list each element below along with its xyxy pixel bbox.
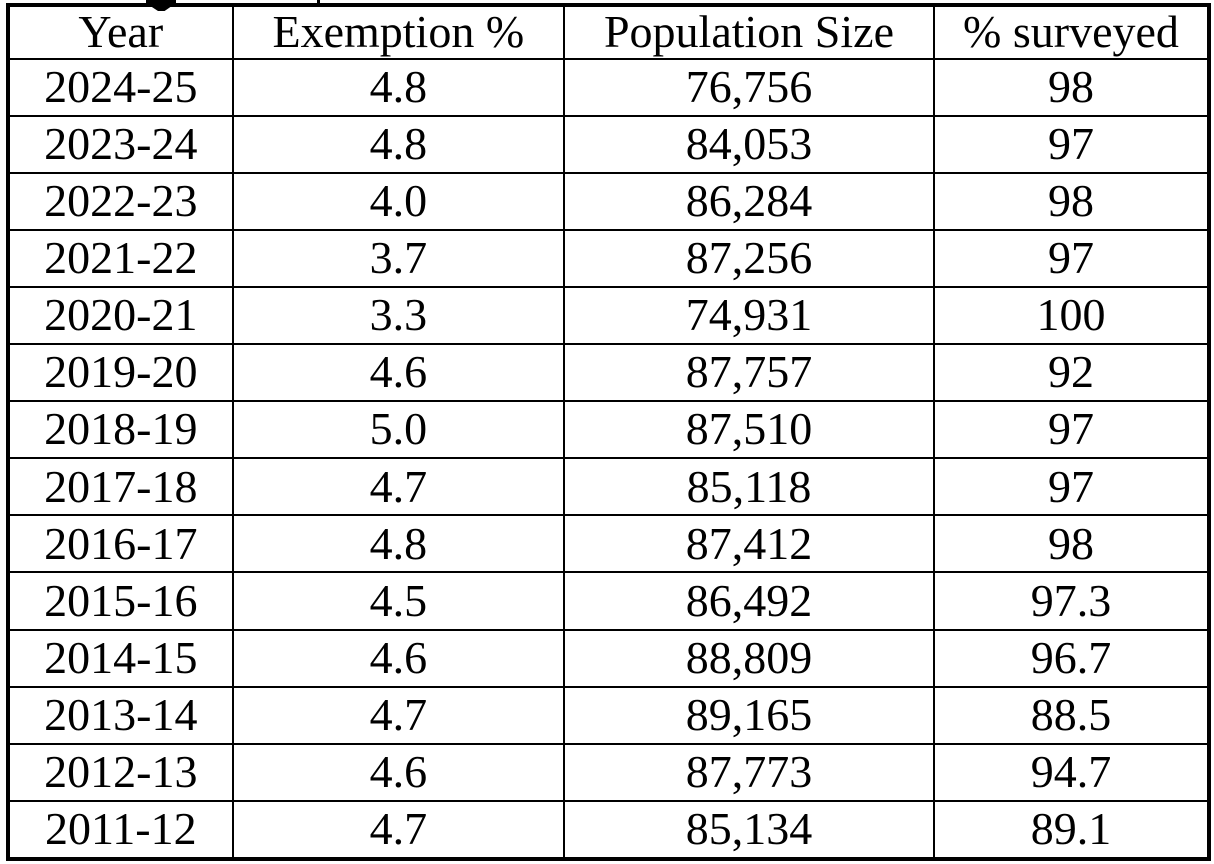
cell-exemption: 4.7 xyxy=(231,799,566,861)
cell-year: 2016-17 xyxy=(7,514,234,574)
cell-exemption: 4.8 xyxy=(231,114,566,174)
cell-surveyed: 98 xyxy=(932,57,1211,117)
cell-exemption: 4.0 xyxy=(231,171,566,231)
cell-exemption: 5.0 xyxy=(231,400,566,460)
cropped-border-artifact xyxy=(317,0,320,6)
table-header-row: Year Exemption % Population Size% surveyed xyxy=(7,4,1211,60)
cell-surveyed: 97.3 xyxy=(932,571,1211,631)
cell-surveyed: 88.5 xyxy=(932,685,1211,745)
table-row: 2017-18 4.7 85,118 97 xyxy=(7,457,1211,517)
cell-exemption: 4.5 xyxy=(231,571,566,631)
cell-population: 89,165 xyxy=(563,685,935,745)
cell-surveyed: 96.7 xyxy=(932,628,1211,688)
cell-population: 86,492 xyxy=(563,571,935,631)
cell-surveyed: 97 xyxy=(932,228,1211,288)
cell-surveyed: 97 xyxy=(932,114,1211,174)
cell-population: 84,053 xyxy=(563,114,935,174)
cell-exemption: 4.8 xyxy=(231,514,566,574)
column-header-2: Population Size xyxy=(563,4,935,60)
cell-exemption: 3.7 xyxy=(231,228,566,288)
cell-year: 2012-13 xyxy=(7,742,234,802)
cell-population: 86,284 xyxy=(563,171,935,231)
table-row: 2012-13 4.6 87,773 94.7 xyxy=(7,742,1211,802)
table-row: 2021-22 3.7 87,256 97 xyxy=(7,228,1211,288)
cell-year: 2021-22 xyxy=(7,228,234,288)
column-header-1: Exemption % xyxy=(231,4,566,60)
cell-year: 2011-12 xyxy=(7,799,234,861)
cell-surveyed: 89.1 xyxy=(932,799,1211,861)
cell-surveyed: 94.7 xyxy=(932,742,1211,802)
cell-population: 88,809 xyxy=(563,628,935,688)
cell-surveyed: 98 xyxy=(932,171,1211,231)
exemption-statistics-table: Year Exemption % Population Size% surveyed… xyxy=(6,3,1211,861)
cell-exemption: 4.8 xyxy=(231,57,566,117)
cell-surveyed: 97 xyxy=(932,457,1211,517)
column-header-0: Year xyxy=(7,4,234,60)
table-row: 2019-20 4.6 87,757 92 xyxy=(7,343,1211,403)
cell-population: 87,510 xyxy=(563,400,935,460)
cell-population: 87,412 xyxy=(563,514,935,574)
cell-year: 2018-19 xyxy=(7,400,234,460)
cell-year: 2013-14 xyxy=(7,685,234,745)
cell-surveyed: 98 xyxy=(932,514,1211,574)
cell-year: 2014-15 xyxy=(7,628,234,688)
cell-exemption: 4.7 xyxy=(231,457,566,517)
cell-population: 87,757 xyxy=(563,343,935,403)
cell-exemption: 4.6 xyxy=(231,628,566,688)
table-row: 2015-16 4.5 86,492 97.3 xyxy=(7,571,1211,631)
cell-year: 2019-20 xyxy=(7,343,234,403)
cell-population: 76,756 xyxy=(563,57,935,117)
cropped-text-artifact xyxy=(146,0,176,11)
cell-year: 2020-21 xyxy=(7,285,234,346)
table-row: 2013-14 4.7 89,165 88.5 xyxy=(7,685,1211,745)
cell-exemption: 4.7 xyxy=(231,685,566,745)
cell-surveyed: 92 xyxy=(932,343,1211,403)
cell-population: 87,256 xyxy=(563,228,935,288)
cell-year: 2015-16 xyxy=(7,571,234,631)
cell-population: 74,931 xyxy=(563,285,935,346)
table-row: 2022-23 4.0 86,284 98 xyxy=(7,171,1211,231)
cell-exemption: 4.6 xyxy=(231,343,566,403)
table-row: 2014-15 4.6 88,809 96.7 xyxy=(7,628,1211,688)
table-row: 2011-12 4.7 85,134 89.1 xyxy=(7,799,1211,861)
cell-year: 2017-18 xyxy=(7,457,234,517)
table-row: 2024-25 4.8 76,756 98 xyxy=(7,57,1211,117)
table-row: 2016-17 4.8 87,412 98 xyxy=(7,514,1211,574)
cell-surveyed: 97 xyxy=(932,400,1211,460)
column-header-3: % surveyed xyxy=(932,4,1211,60)
cell-exemption: 3.3 xyxy=(231,285,566,346)
table-row: 2020-21 3.3 74,931 100 xyxy=(7,285,1211,346)
cell-population: 87,773 xyxy=(563,742,935,802)
table-row: 2023-24 4.8 84,053 97 xyxy=(7,114,1211,174)
cell-year: 2022-23 xyxy=(7,171,234,231)
cell-population: 85,134 xyxy=(563,799,935,861)
cell-year: 2024-25 xyxy=(7,57,234,117)
cell-surveyed: 100 xyxy=(932,285,1211,346)
cell-exemption: 4.6 xyxy=(231,742,566,802)
table-row: 2018-19 5.0 87,510 97 xyxy=(7,400,1211,460)
cell-population: 85,118 xyxy=(563,457,935,517)
cell-year: 2023-24 xyxy=(7,114,234,174)
